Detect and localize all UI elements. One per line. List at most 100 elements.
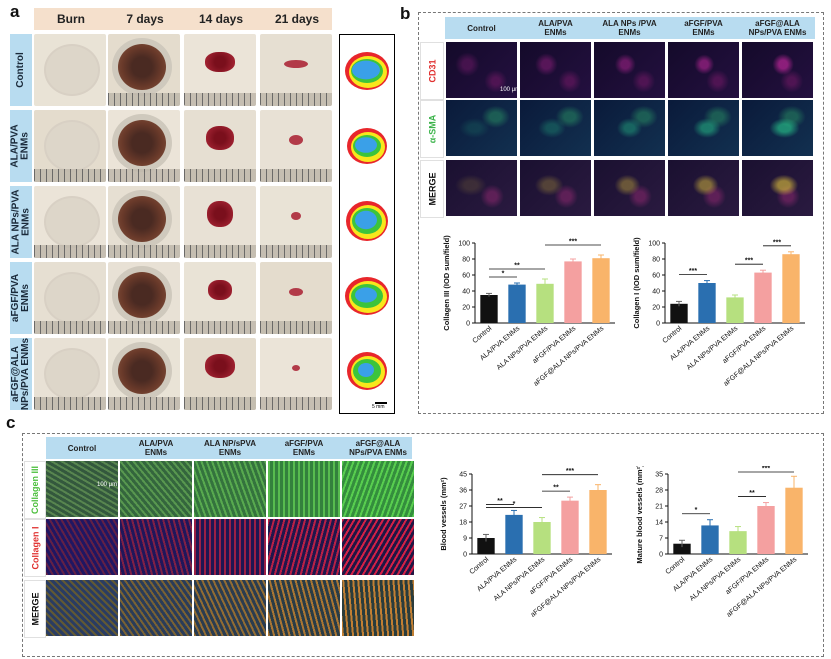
panel-a-row-label-text: Control bbox=[15, 52, 27, 88]
wound-trace-column: 5 mm bbox=[339, 34, 395, 414]
panel-b-letter: b bbox=[400, 4, 411, 23]
bar bbox=[698, 283, 716, 323]
micrograph bbox=[446, 42, 517, 98]
micrograph bbox=[520, 42, 591, 98]
panel_c-col-label: ALA/PVA ENMs bbox=[138, 439, 174, 457]
panel_c-col-label: Control bbox=[67, 443, 97, 453]
panel_c-col-label: aFGF/PVA ENMs bbox=[284, 439, 324, 457]
bar bbox=[729, 531, 747, 554]
y-tick-label: 0 bbox=[659, 552, 663, 559]
wound-photo-wound bbox=[205, 354, 235, 378]
y-axis-label: Mature blood vessels (mm²) bbox=[635, 466, 644, 564]
wound-photo bbox=[34, 34, 106, 106]
y-tick-label: 0 bbox=[466, 321, 470, 328]
ruler bbox=[34, 321, 106, 334]
bar bbox=[726, 297, 744, 323]
wound-photo bbox=[260, 186, 332, 258]
bar bbox=[592, 258, 610, 323]
bar bbox=[785, 487, 803, 554]
significance-label: * bbox=[695, 507, 698, 514]
micrograph bbox=[742, 160, 813, 216]
ruler bbox=[108, 321, 180, 334]
panel-a-row-label: aFGF@ALA NPs/PVA ENMs bbox=[10, 338, 32, 410]
panel-a-row-label: aFGF/PVA ENMs bbox=[10, 262, 32, 334]
panel-a-letter: a bbox=[10, 2, 20, 21]
panel-b-scale-label: 100 μm bbox=[500, 87, 521, 93]
panel-a-col-label: 7 days bbox=[126, 11, 164, 26]
panel_c-col-label: ALA NP/sPVA ENMs bbox=[203, 439, 256, 457]
y-tick-label: 100 bbox=[648, 241, 660, 248]
y-tick-label: 36 bbox=[459, 488, 467, 495]
bar bbox=[536, 283, 554, 323]
y-tick-label: 80 bbox=[462, 257, 470, 264]
wound-photo-wound bbox=[284, 60, 308, 68]
bar bbox=[754, 272, 772, 323]
bar bbox=[561, 500, 579, 554]
bar bbox=[564, 261, 582, 323]
panel-a-row-label-text: aFGF/PVA ENMs bbox=[10, 273, 31, 323]
y-tick-label: 28 bbox=[655, 488, 663, 495]
ruler bbox=[184, 169, 256, 182]
micrograph bbox=[742, 100, 813, 156]
ruler bbox=[108, 397, 180, 410]
significance-label: *** bbox=[745, 258, 753, 265]
micrograph bbox=[594, 42, 665, 98]
wound-photo bbox=[260, 338, 332, 410]
panel-a-row-label: ALA/PVA ENMs bbox=[10, 110, 32, 182]
bar bbox=[673, 543, 691, 554]
micrograph bbox=[342, 580, 414, 636]
y-axis-label: Collagen III (IOD sum/field) bbox=[442, 235, 451, 331]
x-tick-label: Control bbox=[468, 556, 490, 576]
wound-photo-burn-mark bbox=[44, 196, 100, 248]
x-tick-label: ALA NPs/PVA ENMs bbox=[496, 325, 550, 372]
y-tick-label: 14 bbox=[655, 520, 663, 527]
panel-c-column-header bbox=[46, 437, 412, 459]
y-tick-label: 0 bbox=[463, 552, 467, 559]
micrograph bbox=[194, 461, 266, 517]
wound-photo-wound bbox=[207, 201, 233, 227]
panel_c-row-label: Collagen I bbox=[24, 519, 46, 577]
panel-a-column-header bbox=[34, 8, 332, 30]
micrograph bbox=[668, 160, 739, 216]
panel_b-col-label: aFGF@ALA NPs/PVA ENMs bbox=[748, 19, 807, 37]
significance-label: ** bbox=[749, 490, 755, 497]
wound-photo-scab bbox=[112, 190, 172, 248]
micrograph bbox=[46, 461, 118, 517]
panel-b-column-header bbox=[445, 17, 815, 39]
panel-a-col-label: 14 days bbox=[198, 11, 244, 26]
micrograph bbox=[194, 519, 266, 575]
micrograph bbox=[668, 42, 739, 98]
wound-photo bbox=[108, 34, 180, 106]
significance-label: *** bbox=[566, 468, 574, 475]
micrograph bbox=[46, 519, 118, 575]
y-tick-label: 40 bbox=[462, 289, 470, 296]
wound-photo bbox=[184, 34, 256, 106]
bar bbox=[757, 506, 775, 554]
bar bbox=[670, 303, 688, 323]
micrograph bbox=[268, 519, 340, 575]
wound-photo bbox=[184, 338, 256, 410]
wound-photo bbox=[108, 186, 180, 258]
micrograph bbox=[446, 160, 517, 216]
y-tick-label: 35 bbox=[655, 472, 663, 479]
panel-c-frame bbox=[22, 433, 824, 657]
wound-photo-wound bbox=[292, 365, 300, 371]
y-tick-label: 40 bbox=[652, 289, 660, 296]
wound-photo bbox=[108, 110, 180, 182]
ruler bbox=[34, 245, 106, 258]
y-tick-label: 45 bbox=[459, 472, 467, 479]
wound-trace-scale-label: 5 mm bbox=[372, 404, 385, 410]
wound-photo bbox=[260, 110, 332, 182]
wound-trace bbox=[347, 128, 387, 164]
panel_c-row-label-text: Collagen III bbox=[30, 465, 41, 515]
panel_c-row-label: Collagen III bbox=[24, 461, 46, 519]
micrograph bbox=[46, 580, 118, 636]
significance-label: ** bbox=[497, 498, 503, 505]
wound-photo-burn-mark bbox=[44, 272, 100, 324]
panel_c-row-label-text: MERGE bbox=[30, 592, 41, 626]
wound-trace-scale-bar bbox=[375, 402, 387, 404]
significance-label: *** bbox=[773, 239, 781, 246]
panel-b-frame bbox=[418, 12, 824, 414]
ruler bbox=[260, 397, 332, 410]
wound-photo bbox=[184, 110, 256, 182]
